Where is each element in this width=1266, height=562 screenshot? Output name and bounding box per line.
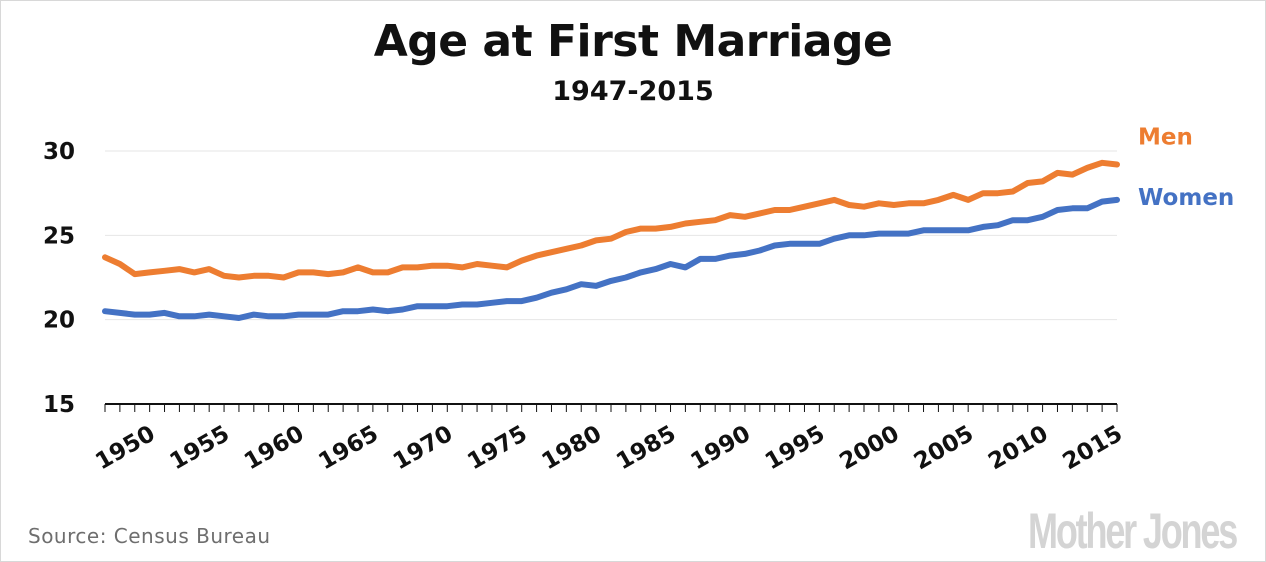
- y-tick-label: 30: [43, 139, 75, 165]
- x-tick-label: 1950: [91, 421, 159, 476]
- chart-subtitle: 1947-2015: [552, 76, 714, 107]
- mother-jones-logo: Mother Jones: [1028, 503, 1238, 559]
- source-note: Source: Census Bureau: [28, 524, 271, 548]
- chart-title: Age at First Marriage: [373, 16, 893, 67]
- x-tick-label: 2000: [835, 421, 903, 476]
- series-line-men: [102, 159, 1120, 281]
- x-tick-label: 1975: [463, 421, 531, 476]
- y-tick-label: 20: [43, 308, 75, 334]
- x-tick-label: 2005: [910, 421, 978, 476]
- series-label-women: Women: [1138, 185, 1234, 211]
- x-tick-label: 1985: [612, 421, 680, 476]
- y-tick-label: 15: [43, 392, 75, 418]
- y-tick-label: 25: [43, 223, 75, 249]
- x-tick-label: 2015: [1059, 421, 1127, 476]
- series-line-women: [102, 196, 1120, 321]
- x-tick-label: 2010: [984, 421, 1052, 476]
- x-tick-label: 1970: [389, 421, 457, 476]
- x-tick-label: 1980: [538, 421, 606, 476]
- x-tick-label: 1960: [240, 421, 308, 476]
- series-label-men: Men: [1138, 124, 1193, 150]
- x-tick-label: 1990: [687, 421, 755, 476]
- x-tick-label: 1965: [314, 421, 382, 476]
- x-tick-label: 1995: [761, 421, 829, 476]
- x-tick-label: 1955: [166, 421, 234, 476]
